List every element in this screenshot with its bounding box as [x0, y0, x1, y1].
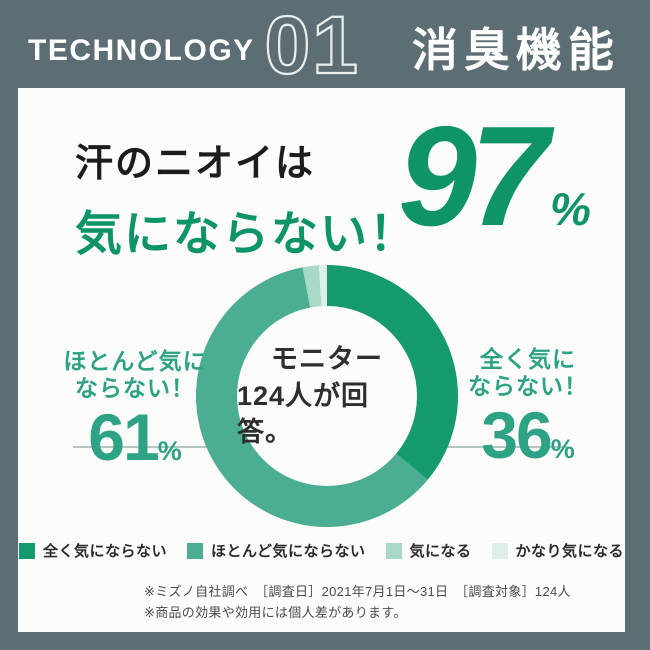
- donut-center-line1: モニター: [271, 344, 383, 375]
- headline-percentage-unit: %: [549, 183, 591, 235]
- footnote-survey-info: ※ミズノ自社調べ ［調査日］2021年7月1日～31日 ［調査対象］124人: [144, 584, 571, 599]
- footnote-disclaimer: ※商品の効果や効用には個人差があります。: [144, 604, 407, 620]
- headline-percentage-number: 97: [398, 97, 549, 256]
- legend-label: 気になる: [409, 543, 472, 560]
- legend-swatch: [385, 542, 402, 559]
- legend-swatch: [18, 542, 35, 559]
- legend-item: ほとんど気にならない: [186, 540, 366, 561]
- callout-left-label-line1: ほとんど気に: [63, 348, 207, 374]
- legend-swatch: [491, 542, 508, 559]
- callout-right-value-row: 36%: [448, 402, 608, 468]
- content-card: 汗のニオイは 気にならない！ 97 % モニター 124人が回答。 ほとんど気に…: [18, 88, 625, 632]
- headline-line1: 汗のニオイは: [75, 143, 316, 185]
- headline-percentage: 97 %: [398, 97, 591, 256]
- donut-center: モニター 124人が回答。: [237, 306, 417, 486]
- callout-left-unit: %: [157, 436, 182, 467]
- legend-item: かなり気になる: [491, 540, 625, 561]
- technology-label: TECHNOLOGY: [28, 34, 255, 67]
- legend-swatch: [186, 542, 203, 559]
- donut-chart: モニター 124人が回答。: [196, 265, 458, 527]
- callout-left-value: 61: [88, 400, 159, 475]
- callout-left-label-line2: ならない！: [75, 375, 195, 402]
- chart-legend: 全く気にならない ほとんど気にならない 気になる かなり気になる: [18, 540, 625, 561]
- legend-item: 全く気にならない: [18, 540, 167, 561]
- headline-line2: 気にならない！: [75, 207, 418, 260]
- legend-item: 気になる: [385, 540, 472, 561]
- legend-label: かなり気になる: [515, 543, 625, 560]
- callout-right-label-line2: ならない！: [468, 373, 588, 400]
- headline: 汗のニオイは 気にならない！: [75, 132, 418, 264]
- technology-number-outline: 01: [264, 0, 360, 91]
- callout-mostly-unnoticeable: ほとんど気に ならない！ 61%: [55, 348, 215, 470]
- donut-center-line2: 124人が回答。: [237, 380, 370, 448]
- legend-label: ほとんど気にならない: [210, 543, 366, 560]
- survey-footnotes: ※ミズノ自社調べ ［調査日］2021年7月1日～31日 ［調査対象］124人 ※…: [144, 582, 571, 624]
- callout-right-unit: %: [550, 434, 575, 465]
- header-banner: TECHNOLOGY 01 消臭機能: [0, 0, 650, 88]
- callout-not-noticeable-at-all: 全く気に ならない！ 36%: [448, 346, 608, 468]
- callout-right-value: 36: [481, 398, 552, 473]
- header-title-deodorizing: 消臭機能: [411, 24, 620, 76]
- legend-label: 全く気にならない: [42, 543, 167, 560]
- callout-left-value-row: 61%: [55, 404, 215, 470]
- callout-right-label-line1: 全く気に: [480, 346, 576, 372]
